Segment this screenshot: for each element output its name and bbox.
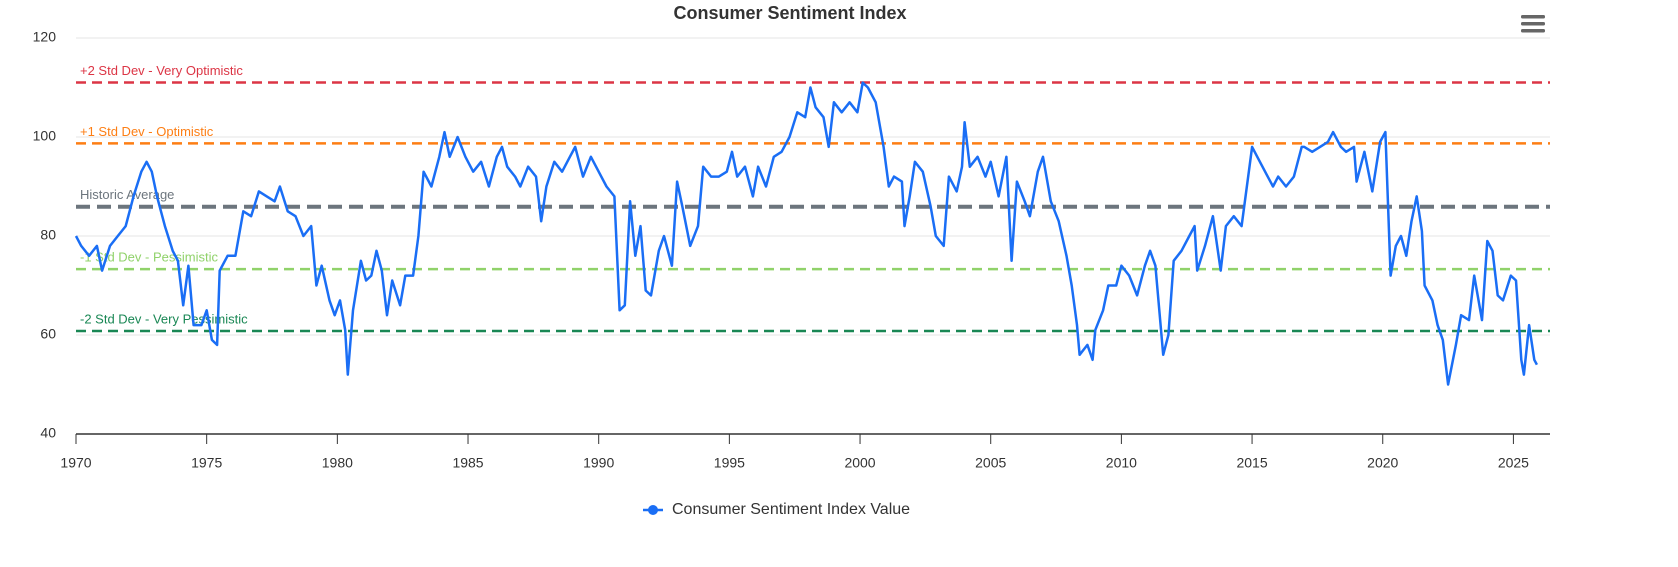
x-tick-label: 1970 [60,455,91,471]
x-tick-label: 2005 [975,455,1006,471]
x-tick-label: 1985 [452,455,483,471]
x-tick-label: 2015 [1236,455,1267,471]
series-line [74,81,1539,386]
x-tick-label: 1975 [191,455,222,471]
legend-symbol [648,505,658,515]
x-tick-label: 1980 [322,455,353,471]
plot-line-label: +2 Std Dev - Very Optimistic [80,63,243,78]
y-tick-label: 40 [40,425,56,441]
legend-label[interactable]: Consumer Sentiment Index Value [672,501,910,518]
chart-title: Consumer Sentiment Index [673,3,906,23]
x-tick-label: 1995 [714,455,745,471]
y-tick-label: 100 [33,128,57,144]
y-tick-label: 60 [40,326,56,342]
plot-line-label: -2 Std Dev - Very Pessimistic [80,311,248,326]
x-tick-label: 1990 [583,455,614,471]
y-tick-label: 80 [40,227,56,243]
plot-line-label: Historic Average [80,187,174,202]
x-tick-label: 2020 [1367,455,1398,471]
y-tick-label: 120 [33,29,57,45]
x-tick-label: 2010 [1106,455,1137,471]
plot-line-label: -1 Std Dev - Pessimistic [80,250,218,265]
menu-button[interactable] [1521,15,1545,33]
x-tick-label: 2025 [1498,455,1529,471]
x-tick-label: 2000 [844,455,875,471]
plot-line-label: +1 Std Dev - Optimistic [80,124,214,139]
